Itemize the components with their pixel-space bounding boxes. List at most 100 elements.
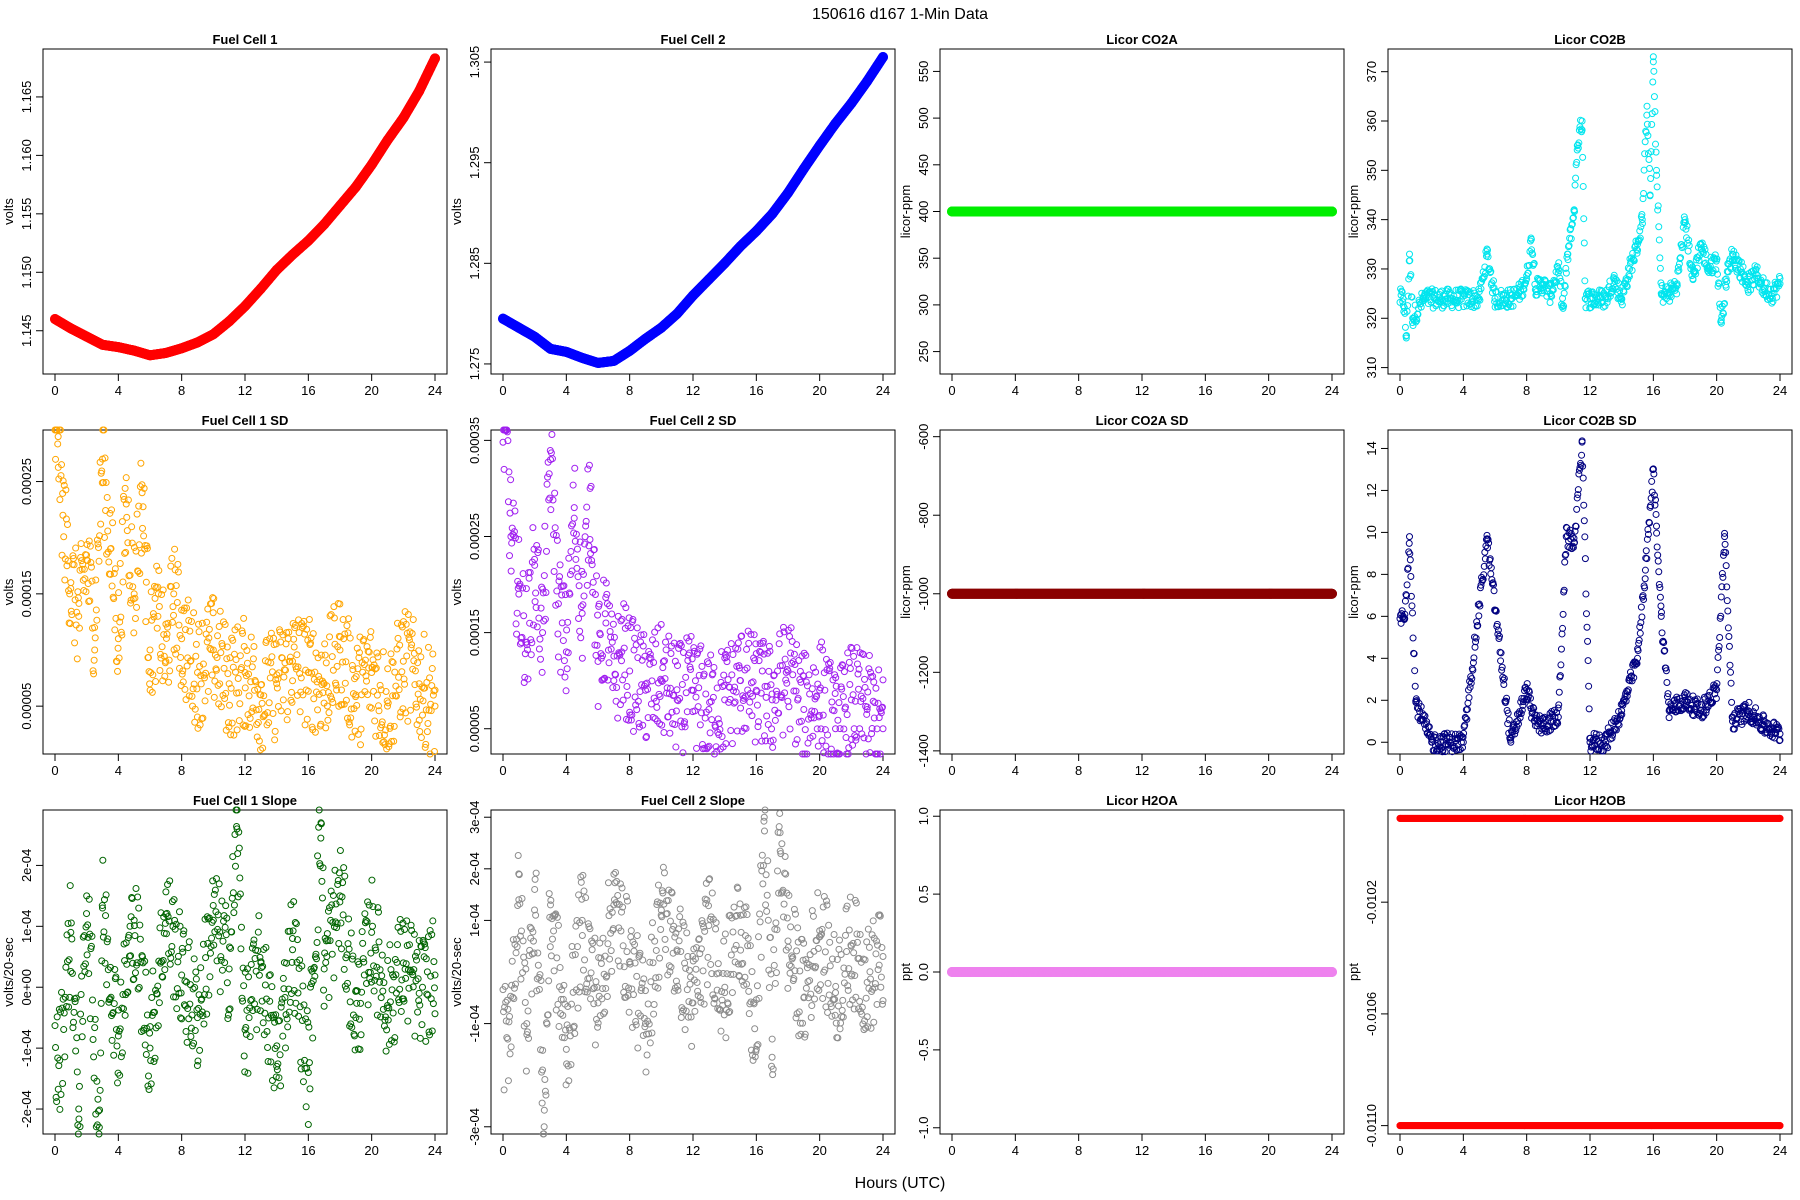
data-point [322, 659, 330, 667]
data-point [171, 545, 179, 553]
y-tick-label: 330 [1364, 258, 1379, 280]
panel-fc2: Fuel Cell 20 4 8 12 16 20 241.2751.2851.2951.3… [449, 32, 896, 398]
data-point [135, 541, 143, 549]
data-point [139, 503, 147, 511]
data-point [870, 678, 878, 686]
data-point [1659, 298, 1667, 306]
data-point [371, 717, 379, 725]
data-point [554, 653, 562, 661]
data-point [201, 697, 209, 705]
data-point [694, 703, 702, 711]
data-point [92, 576, 100, 584]
data-point [561, 673, 569, 681]
data-point [768, 725, 776, 733]
data-point [91, 646, 99, 654]
data-point [520, 612, 528, 620]
data-point [775, 640, 783, 648]
data-point [846, 665, 854, 673]
data-point [786, 725, 794, 733]
data-point [1636, 227, 1644, 235]
data-point [839, 693, 847, 701]
data-point [648, 636, 656, 644]
data-point [618, 657, 626, 665]
data-point [1546, 298, 1554, 306]
data-point [541, 615, 549, 623]
x-tick-label: 8 [626, 763, 633, 778]
data-point [790, 650, 798, 658]
data-points [1396, 53, 1784, 342]
y-tick-label: 1.155 [19, 198, 34, 231]
y-tick-label: 360 [1364, 110, 1379, 132]
data-point [840, 725, 848, 733]
data-point [734, 639, 742, 647]
data-point [1655, 223, 1663, 231]
data-point [538, 668, 546, 676]
data-point [325, 709, 333, 717]
data-point [137, 459, 145, 467]
data-point [535, 645, 543, 653]
data-point [594, 611, 602, 619]
data-point [845, 658, 853, 666]
data-point [575, 582, 583, 590]
data-point [170, 611, 178, 619]
y-axis-label: licor-ppm [1346, 185, 1361, 238]
data-point [651, 628, 659, 636]
data-point [233, 726, 241, 734]
x-tick-label: 16 [749, 383, 763, 398]
data-points [499, 426, 887, 758]
data-point [1649, 78, 1657, 86]
data-point [566, 571, 574, 579]
data-point [801, 726, 809, 734]
x-tick-label: 12 [238, 383, 252, 398]
data-point [646, 660, 654, 668]
panel-title: Licor CO2A SD [1096, 413, 1189, 428]
y-tick-label: -1400 [916, 734, 931, 767]
data-point [359, 668, 367, 676]
x-tick-label: 0 [51, 383, 58, 398]
data-point [556, 561, 564, 569]
data-points [947, 588, 1337, 599]
data-point [391, 668, 399, 676]
y-tick-label: 1.285 [467, 247, 482, 280]
data-point [551, 524, 559, 532]
data-point [695, 684, 703, 692]
data-point [429, 650, 437, 658]
x-tick-label: 24 [1325, 763, 1339, 778]
data-point [1401, 323, 1409, 331]
data-point [662, 638, 670, 646]
data-point [1656, 254, 1664, 262]
data-point [245, 692, 253, 700]
data-point [62, 515, 70, 523]
data-point [672, 743, 680, 751]
data-point [284, 708, 292, 716]
x-tick-label: 20 [364, 383, 378, 398]
data-point [139, 524, 147, 532]
data-point [583, 581, 591, 589]
data-point [1654, 202, 1662, 210]
data-point [529, 524, 537, 532]
y-axis-label: volts [1, 578, 16, 605]
data-point [507, 476, 515, 484]
data-point [173, 598, 181, 606]
x-tick-label: 20 [364, 763, 378, 778]
data-point [850, 652, 858, 660]
x-tick-label: 24 [876, 763, 890, 778]
data-point [522, 585, 530, 593]
data-point [398, 668, 406, 676]
data-point [571, 464, 579, 472]
data-point [878, 52, 888, 63]
data-point [373, 649, 381, 657]
data-point [548, 431, 556, 439]
data-point [357, 725, 365, 733]
data-point [793, 641, 801, 649]
data-point [241, 684, 249, 692]
y-tick-label: 0.00005 [19, 683, 34, 730]
data-point [632, 641, 640, 649]
y-axis-label: licor-ppm [898, 565, 913, 618]
data-point [763, 712, 771, 720]
y-tick-label: 1.150 [19, 256, 34, 289]
data-point [93, 616, 101, 624]
data-point [691, 677, 699, 685]
data-points [51, 426, 439, 758]
data-point [769, 743, 777, 751]
